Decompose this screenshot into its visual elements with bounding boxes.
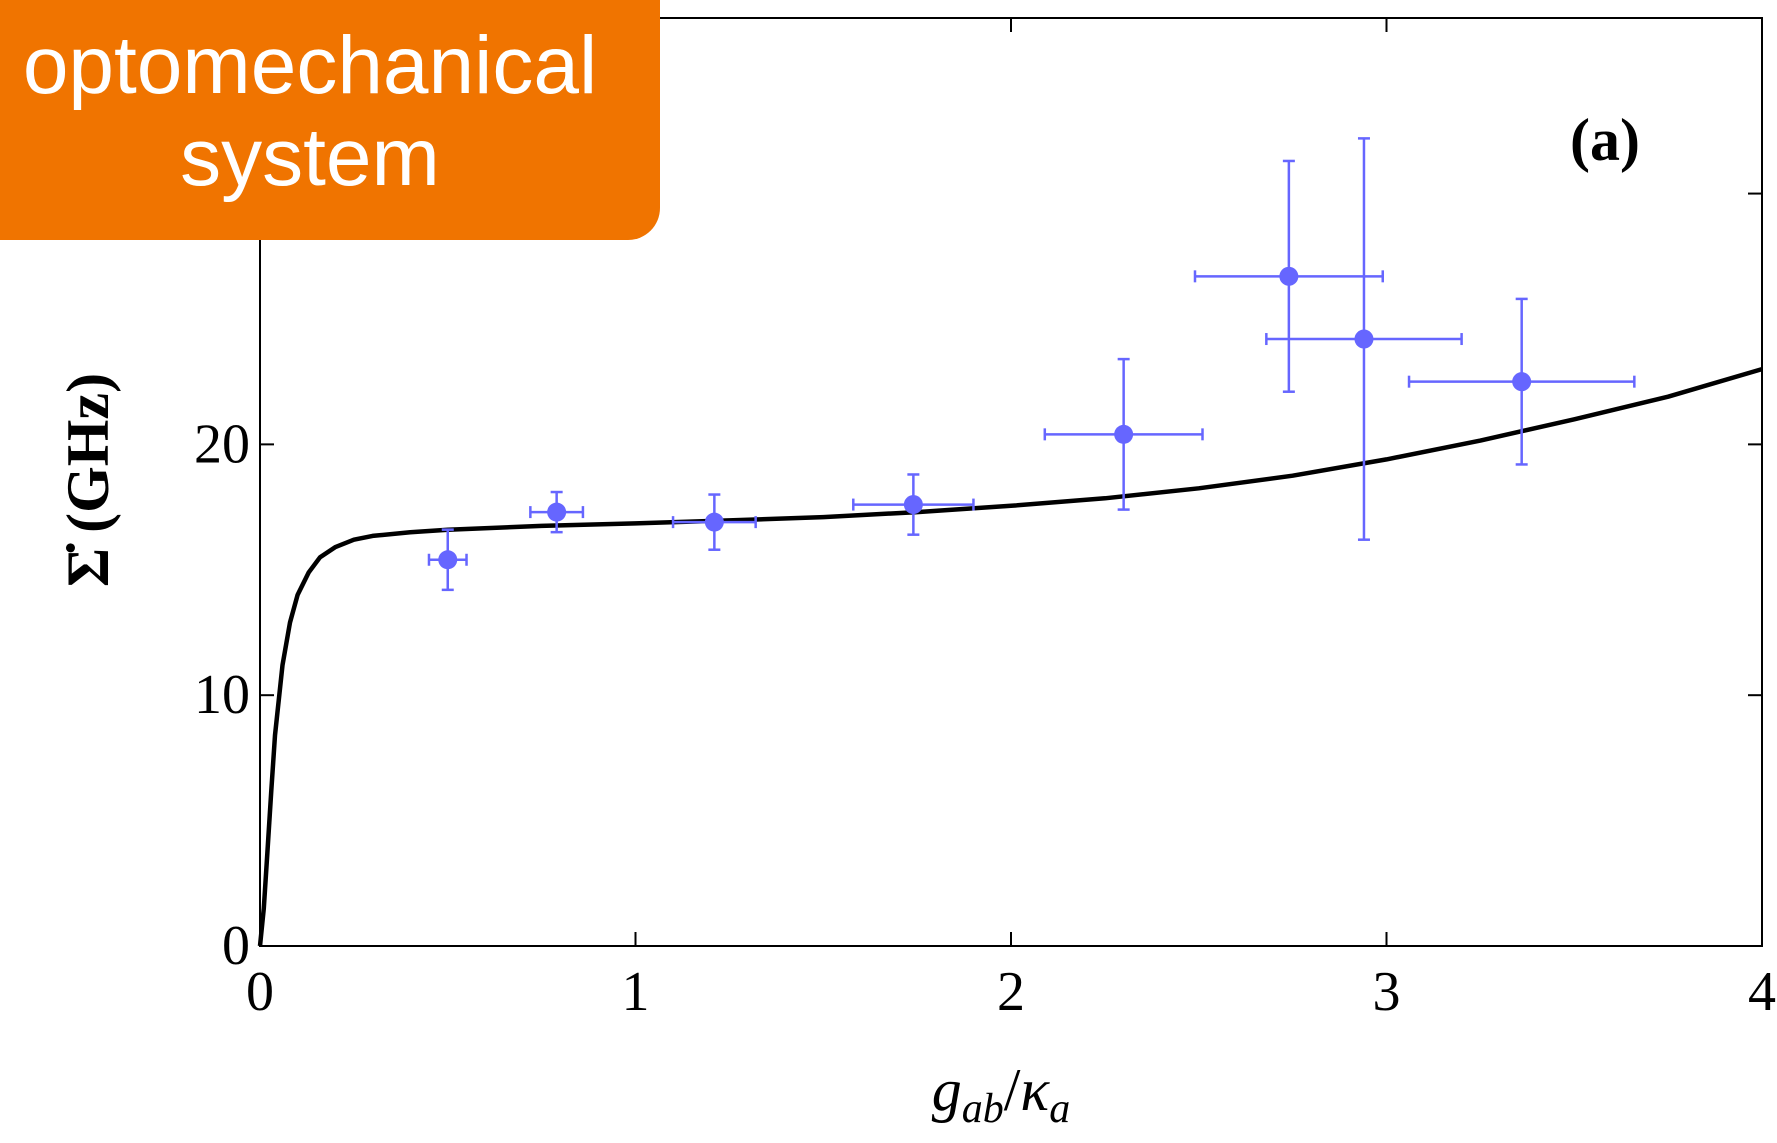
data-point [529,490,585,534]
panel-label: (a) [1570,107,1640,173]
banner-line-1: optomechanical [22,20,598,111]
x-tick-label: 2 [997,961,1025,1023]
system-banner: optomechanical system [0,0,660,240]
data-points-group [427,137,1636,592]
x-tick-label: 1 [622,961,650,1023]
x-tick-label: 0 [246,961,274,1023]
data-point [427,528,468,592]
y-tick-label: 0 [222,915,250,977]
data-point [1193,159,1384,393]
data-marker [1279,266,1299,286]
data-marker [704,512,724,532]
y-axis-label: Σ̇ (GHz) [55,373,121,587]
data-point [671,493,757,551]
theory-curve-group [257,366,1763,947]
data-marker [438,550,458,570]
data-marker [903,495,923,515]
data-point [1265,137,1463,541]
data-point [1043,357,1204,511]
x-tick-label: 3 [1373,961,1401,1023]
x-axis-label: gab/κa [932,1057,1070,1132]
data-marker [1354,329,1374,349]
y-axis-label-text: Σ̇ (GHz) [55,373,121,587]
data-point [852,473,975,536]
x-tick-label: 4 [1748,961,1776,1023]
banner-line-2: system [180,112,440,203]
x-axis-label-text: gab/κa [932,1057,1070,1132]
data-point [1407,297,1636,466]
y-tick-label: 10 [194,664,250,726]
data-marker [1114,424,1134,444]
y-tick-label: 20 [194,413,250,475]
data-marker [547,502,567,522]
data-marker [1512,372,1532,392]
theory-curve [257,366,1763,947]
